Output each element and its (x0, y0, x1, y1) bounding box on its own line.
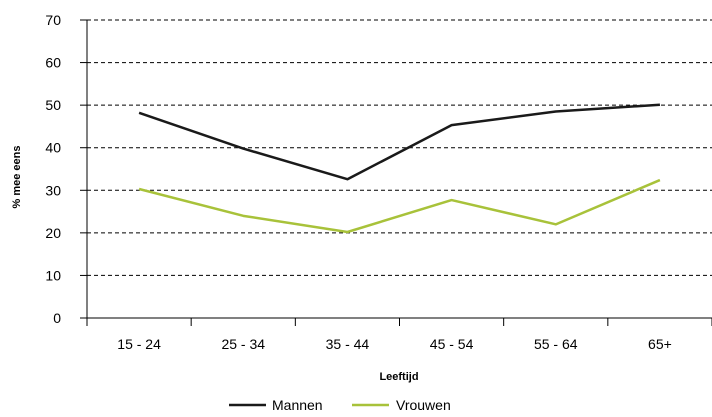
y-tick-label-70: 70 (45, 12, 61, 28)
y-tick-label-50: 50 (45, 97, 61, 113)
x-tick-label: 35 - 44 (326, 336, 370, 352)
y-tick-label-0: 0 (53, 310, 61, 326)
series-lines (139, 105, 660, 232)
x-tick-label: 55 - 64 (534, 336, 578, 352)
series-line-mannen (139, 105, 660, 180)
x-axis-title: Leeftijd (379, 371, 418, 383)
y-tick-label-10: 10 (45, 267, 61, 283)
x-tick-labels: 15 - 24 25 - 34 35 - 44 45 - 54 55 - 64 65+ (87, 318, 712, 352)
legend-label-vrouwen: Vrouwen (396, 397, 451, 412)
y-tick-label-60: 60 (45, 55, 61, 71)
y-tick-label-20: 20 (45, 225, 61, 241)
y-tick-labels: 0 10 20 30 40 50 60 70 (45, 12, 87, 326)
y-tick-label-40: 40 (45, 140, 61, 156)
legend-label-mannen: Mannen (272, 397, 323, 412)
gridlines (87, 20, 712, 275)
legend: Mannen Vrouwen (229, 397, 451, 412)
x-tick-label: 25 - 34 (221, 336, 265, 352)
y-axis-title: % mee eens (11, 146, 23, 209)
x-tick-label: 15 - 24 (117, 336, 161, 352)
axes (87, 20, 712, 318)
y-tick-label-30: 30 (45, 182, 61, 198)
series-line-vrouwen (139, 180, 660, 232)
x-tick-label: 45 - 54 (430, 336, 474, 352)
x-tick-label: 65+ (648, 336, 672, 352)
